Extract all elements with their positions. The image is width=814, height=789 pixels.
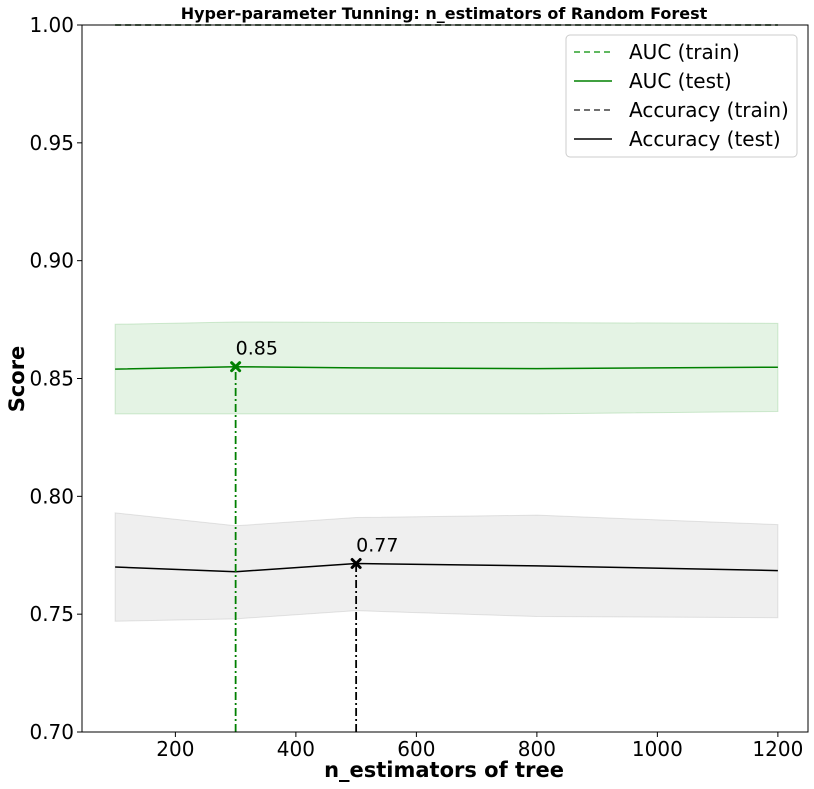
auc-test-best-label: 0.85: [236, 338, 278, 360]
x-axis-ticks: 200 400 600 800 1000 1200: [156, 732, 803, 761]
legend-label-accuracy-train: Accuracy (train): [629, 98, 789, 122]
x-tick-label: 200: [156, 737, 194, 761]
legend-box: [565, 34, 798, 158]
y-tick-label: 1.00: [29, 13, 74, 37]
y-tick-label: 0.90: [29, 249, 74, 273]
x-tick-label: 1000: [632, 737, 683, 761]
y-axis-ticks: 0.70 0.75 0.80 0.85 0.90 0.95 1.00: [29, 13, 82, 744]
x-axis-label: n_estimators of tree: [324, 758, 564, 782]
legend: AUC (train) AUC (test) Accuracy (train) Acc…: [565, 34, 798, 158]
legend-label-auc-test: AUC (test): [629, 69, 732, 93]
accuracy-test-best-label: 0.77: [356, 534, 398, 556]
best-markers: 0.85 0.77: [230, 338, 398, 732]
y-tick-label: 0.80: [29, 484, 74, 508]
y-tick-label: 0.70: [29, 720, 74, 744]
legend-label-accuracy-test: Accuracy (test): [629, 127, 781, 151]
auc-test-best-marker: [230, 361, 242, 373]
x-tick-label: 400: [277, 737, 315, 761]
legend-label-auc-train: AUC (train): [629, 40, 740, 64]
chart-title: Hyper-parameter Tunning: n_estimators of…: [181, 4, 708, 23]
y-tick-label: 0.85: [29, 367, 74, 391]
x-tick-label: 1200: [752, 737, 803, 761]
y-tick-label: 0.95: [29, 131, 74, 155]
x-tick-label: 600: [397, 737, 435, 761]
accuracy-test-best-marker: [350, 557, 362, 569]
y-axis-label: Score: [5, 346, 29, 413]
auc-test-line: [115, 365, 778, 370]
x-tick-label: 800: [518, 737, 556, 761]
y-tick-label: 0.75: [29, 602, 74, 626]
accuracy-test-band: [114, 512, 779, 622]
